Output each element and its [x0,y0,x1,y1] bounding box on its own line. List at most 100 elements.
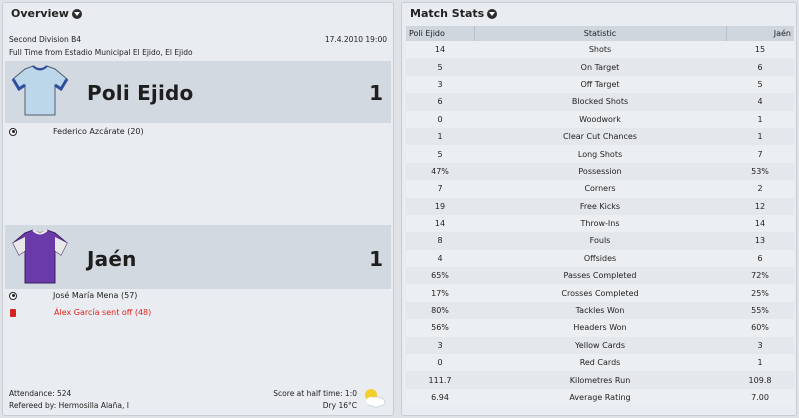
stat-name: Yellow Cards [474,336,726,355]
stat-home-value: 6 [406,93,474,111]
weather-label: Dry 16°C [322,401,357,410]
match-stats-title-label: Match Stats [410,7,485,20]
stat-away-value: 1 [726,127,794,146]
table-row: 1 Clear Cut Chances 1 [406,127,794,146]
stat-name: Possession [474,162,726,181]
stat-away-value: 3 [726,336,794,355]
stat-home-value: 8 [406,232,474,250]
stat-away-value: 12 [726,197,794,215]
stat-name: Off Target [474,75,726,94]
attendance-label: Attendance: 524 [9,389,72,398]
table-row: 80% Tackles Won 55% [406,301,794,320]
stat-home-value: 17% [406,284,474,302]
ball-icon [9,127,17,136]
home-team-name[interactable]: Poli Ejido [87,81,194,105]
weather-sun-cloud-icon [365,389,386,408]
stat-home-value: 0 [406,110,474,128]
table-row: 47% Possession 53% [406,162,794,181]
stat-away-value: 53% [726,162,794,181]
stat-name: Passes Completed [474,267,726,285]
stat-away-value: 1 [726,354,794,372]
match-stats-title[interactable]: Match Stats [410,7,498,20]
stat-name: Woodwork [474,110,726,128]
stat-home-value: 65% [406,267,474,285]
stat-home-value: 0 [406,354,474,372]
stat-away-value: 5 [726,75,794,94]
stat-away-value: 6 [726,249,794,268]
stat-name: Kilometres Run [474,371,726,389]
red-card-icon [10,308,16,317]
stat-name: Throw-Ins [474,214,726,233]
stat-home-value: 3 [406,75,474,94]
stat-home-value: 1 [406,127,474,146]
stat-home-value: 56% [406,319,474,337]
stat-home-value: 5 [406,58,474,76]
stat-name: Red Cards [474,354,726,372]
table-row: 19 Free Kicks 12 [406,197,794,215]
competition-label: Second Division B4 [9,35,82,44]
referee-label[interactable]: Refereed by: Hermosilla Alaña, I [9,401,129,410]
table-row: 0 Red Cards 1 [406,354,794,372]
stat-name: Crosses Completed [474,284,726,302]
stats-header-row: Poli Ejido Statistic Jaén [406,26,794,41]
away-event-red-card: Álex García sent off (48) [9,308,151,317]
table-row: 4 Offsides 6 [406,249,794,268]
away-event-goal: José María Mena (57) [9,291,137,300]
event-text[interactable]: José María Mena (57) [53,291,138,300]
stat-away-value: 72% [726,267,794,285]
stat-name: Free Kicks [474,197,726,215]
table-row: 3 Yellow Cards 3 [406,336,794,355]
dropdown-arrow-icon[interactable] [487,8,498,19]
match-datetime: 17.4.2010 19:00 [324,35,387,44]
stat-away-value: 6 [726,58,794,76]
table-row: 6.94 Average Rating 7.00 [406,388,794,407]
stat-name: Headers Won [474,319,726,337]
stat-name: Shots [474,41,726,59]
stat-away-value: 109.8 [726,371,794,389]
stat-home-value: 3 [406,336,474,355]
venue-label: Full Time from Estadio Municipal El Ejid… [9,48,193,57]
stat-away-value: 7 [726,145,794,163]
stat-away-value: 7.00 [726,388,794,407]
stat-name: Clear Cut Chances [474,127,726,146]
stat-home-value: 19 [406,197,474,215]
stat-home-value: 5 [406,145,474,163]
away-team-bar: Jaén 1 [5,225,391,289]
home-team-bar: Poli Ejido 1 [5,61,391,123]
away-team-name[interactable]: Jaén [87,247,137,271]
stat-away-value: 15 [726,41,794,59]
stat-name: Average Rating [474,388,726,407]
stat-away-value: 13 [726,232,794,250]
stat-home-value: 14 [406,214,474,233]
event-text[interactable]: Álex García sent off (48) [54,308,152,317]
stat-name: Offsides [474,249,726,268]
table-row: 0 Woodwork 1 [406,110,794,128]
event-text[interactable]: Federico Azcárate (20) [53,127,144,136]
away-team-score: 1 [369,247,383,271]
dropdown-arrow-icon[interactable] [71,8,82,19]
stat-name: On Target [474,58,726,76]
table-row: 111.7 Kilometres Run 109.8 [406,371,794,389]
table-row: 5 Long Shots 7 [406,145,794,163]
stat-away-value: 4 [726,93,794,111]
stat-name: Tackles Won [474,301,726,320]
overview-panel: Overview Second Division B4 17.4.2010 19… [2,2,394,416]
column-header-home[interactable]: Poli Ejido [406,26,475,41]
home-team-score: 1 [369,81,383,105]
stat-away-value: 1 [726,110,794,128]
stat-home-value: 47% [406,162,474,181]
match-stats-table: Poli Ejido Statistic Jaén 14 Shots 15 5 On T… [406,26,794,407]
overview-title[interactable]: Overview [11,7,82,20]
overview-title-label: Overview [11,7,69,20]
column-header-away[interactable]: Jaén [726,26,794,41]
stat-away-value: 2 [726,180,794,198]
stat-home-value: 4 [406,249,474,268]
away-shirt-icon [12,229,68,284]
table-row: 14 Shots 15 [406,41,794,59]
stat-home-value: 80% [406,301,474,320]
table-row: 8 Fouls 13 [406,232,794,250]
stat-home-value: 7 [406,180,474,198]
column-header-statistic[interactable]: Statistic [474,26,727,41]
home-event-goal: Federico Azcárate (20) [9,127,144,136]
stat-name: Long Shots [474,145,726,163]
